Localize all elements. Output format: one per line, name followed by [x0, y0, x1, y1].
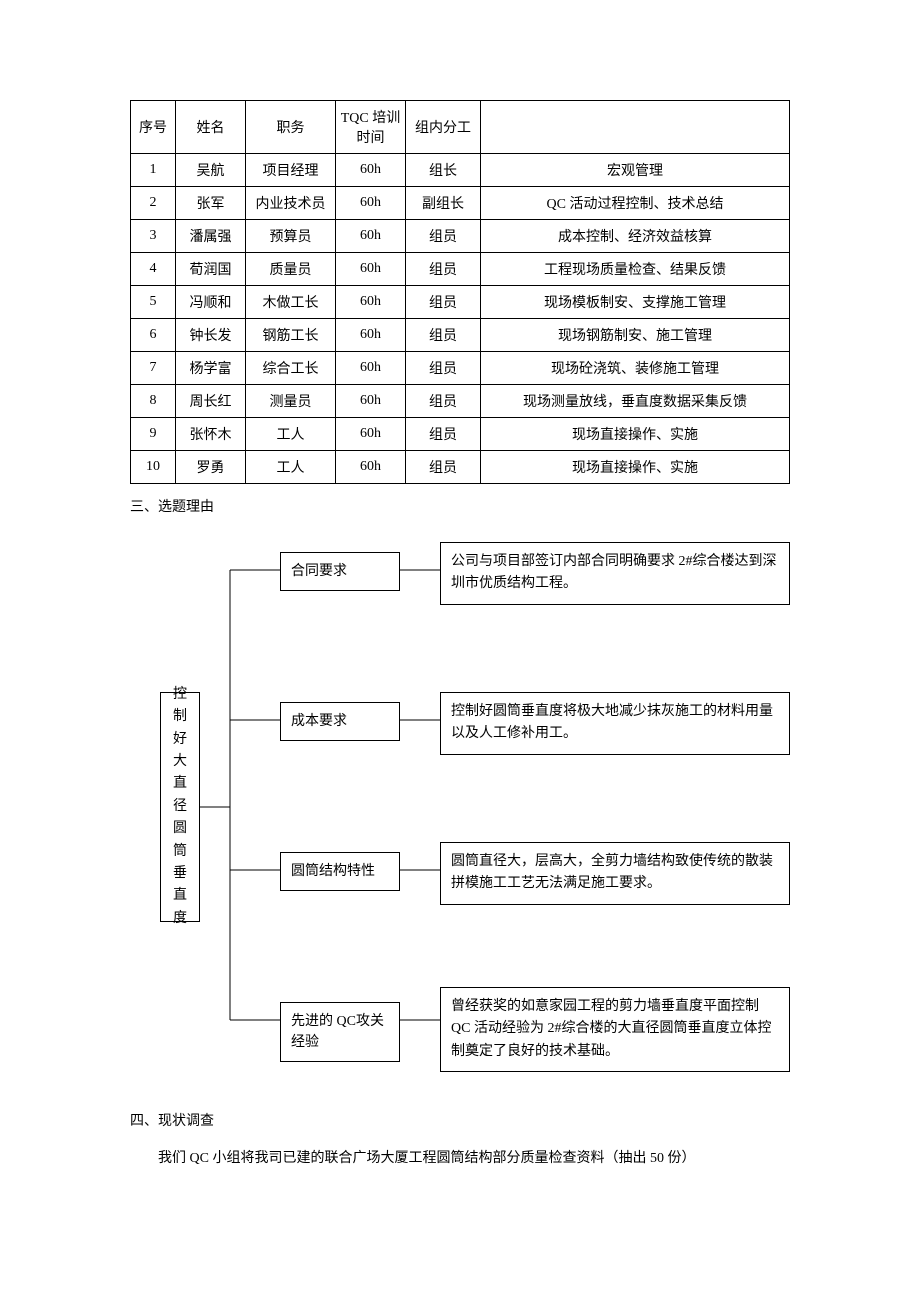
table-cell-desc: 现场模板制安、支撑施工管理 — [481, 286, 790, 319]
table-cell-role: 工人 — [246, 418, 336, 451]
section3-title: 三、选题理由 — [130, 496, 790, 516]
diagram-desc-2: 圆筒直径大，层高大，全剪力墙结构致使传统的散装拼模施工工艺无法满足施工要求。 — [440, 842, 790, 905]
diagram-mid-1: 成本要求 — [280, 702, 400, 741]
table-cell-desc: QC 活动过程控制、技术总结 — [481, 187, 790, 220]
table-cell-div: 组长 — [406, 154, 481, 187]
table-row: 4荀润国质量员60h组员工程现场质量检查、结果反馈 — [131, 253, 790, 286]
table-cell-role: 综合工长 — [246, 352, 336, 385]
table-cell-div: 组员 — [406, 385, 481, 418]
table-row: 6钟长发钢筋工长60h组员现场钢筋制安、施工管理 — [131, 319, 790, 352]
table-cell-no: 7 — [131, 352, 176, 385]
table-cell-tqc: 60h — [336, 187, 406, 220]
reason-diagram: 控制好大直径圆筒垂直度 合同要求 公司与项目部签订内部合同明确要求 2#综合楼达到… — [130, 532, 790, 1092]
table-cell-role: 内业技术员 — [246, 187, 336, 220]
diagram-desc-0: 公司与项目部签订内部合同明确要求 2#综合楼达到深圳市优质结构工程。 — [440, 542, 790, 605]
table-cell-role: 项目经理 — [246, 154, 336, 187]
table-cell-tqc: 60h — [336, 253, 406, 286]
table-row: 1吴航项目经理60h组长宏观管理 — [131, 154, 790, 187]
table-cell-no: 2 — [131, 187, 176, 220]
table-cell-name: 吴航 — [176, 154, 246, 187]
table-cell-no: 9 — [131, 418, 176, 451]
table-cell-desc: 现场砼浇筑、装修施工管理 — [481, 352, 790, 385]
th-role: 职务 — [246, 101, 336, 154]
table-cell-no: 3 — [131, 220, 176, 253]
table-cell-tqc: 60h — [336, 352, 406, 385]
diagram-mid-3: 先进的 QC攻关经验 — [280, 1002, 400, 1062]
table-row: 5冯顺和木做工长60h组员现场模板制安、支撑施工管理 — [131, 286, 790, 319]
table-cell-role: 木做工长 — [246, 286, 336, 319]
section4-text: 我们 QC 小组将我司已建的联合广场大厦工程圆筒结构部分质量检查资料（抽出 50… — [130, 1146, 790, 1171]
table-cell-name: 张怀木 — [176, 418, 246, 451]
table-cell-no: 8 — [131, 385, 176, 418]
table-cell-tqc: 60h — [336, 451, 406, 484]
table-header-row: 序号 姓名 职务 TQC 培训时间 组内分工 — [131, 101, 790, 154]
table-cell-name: 潘属强 — [176, 220, 246, 253]
table-cell-no: 6 — [131, 319, 176, 352]
table-cell-tqc: 60h — [336, 418, 406, 451]
table-cell-no: 4 — [131, 253, 176, 286]
team-table: 序号 姓名 职务 TQC 培训时间 组内分工 1吴航项目经理60h组长宏观管理2… — [130, 100, 790, 484]
table-cell-role: 质量员 — [246, 253, 336, 286]
table-cell-desc: 宏观管理 — [481, 154, 790, 187]
table-row: 3潘属强预算员60h组员成本控制、经济效益核算 — [131, 220, 790, 253]
table-cell-desc: 成本控制、经济效益核算 — [481, 220, 790, 253]
section4-title: 四、现状调查 — [130, 1110, 790, 1130]
th-div: 组内分工 — [406, 101, 481, 154]
table-cell-name: 杨学富 — [176, 352, 246, 385]
diagram-mid-2: 圆筒结构特性 — [280, 852, 400, 891]
table-cell-role: 预算员 — [246, 220, 336, 253]
table-cell-role: 工人 — [246, 451, 336, 484]
table-cell-name: 冯顺和 — [176, 286, 246, 319]
table-cell-name: 周长红 — [176, 385, 246, 418]
table-cell-tqc: 60h — [336, 319, 406, 352]
diagram-desc-1: 控制好圆筒垂直度将极大地减少抹灰施工的材料用量以及人工修补用工。 — [440, 692, 790, 755]
table-row: 10罗勇工人60h组员现场直接操作、实施 — [131, 451, 790, 484]
table-cell-name: 张军 — [176, 187, 246, 220]
table-cell-div: 组员 — [406, 220, 481, 253]
table-cell-div: 组员 — [406, 418, 481, 451]
diagram-mid-0: 合同要求 — [280, 552, 400, 591]
table-cell-tqc: 60h — [336, 286, 406, 319]
table-cell-desc: 现场直接操作、实施 — [481, 451, 790, 484]
table-cell-tqc: 60h — [336, 220, 406, 253]
table-cell-name: 荀润国 — [176, 253, 246, 286]
table-cell-desc: 现场直接操作、实施 — [481, 418, 790, 451]
diagram-root: 控制好大直径圆筒垂直度 — [160, 692, 200, 922]
table-cell-no: 5 — [131, 286, 176, 319]
table-cell-role: 钢筋工长 — [246, 319, 336, 352]
table-row: 2张军内业技术员60h副组长QC 活动过程控制、技术总结 — [131, 187, 790, 220]
table-cell-div: 组员 — [406, 352, 481, 385]
table-cell-tqc: 60h — [336, 385, 406, 418]
th-tqc: TQC 培训时间 — [336, 101, 406, 154]
table-row: 7杨学富综合工长60h组员现场砼浇筑、装修施工管理 — [131, 352, 790, 385]
table-cell-desc: 工程现场质量检查、结果反馈 — [481, 253, 790, 286]
table-row: 9张怀木工人60h组员现场直接操作、实施 — [131, 418, 790, 451]
table-cell-div: 组员 — [406, 286, 481, 319]
table-cell-name: 罗勇 — [176, 451, 246, 484]
table-cell-div: 组员 — [406, 319, 481, 352]
table-cell-div: 副组长 — [406, 187, 481, 220]
table-cell-div: 组员 — [406, 451, 481, 484]
table-cell-tqc: 60h — [336, 154, 406, 187]
diagram-desc-3: 曾经获奖的如意家园工程的剪力墙垂直度平面控制 QC 活动经验为 2#综合楼的大直… — [440, 987, 790, 1072]
table-cell-desc: 现场测量放线，垂直度数据采集反馈 — [481, 385, 790, 418]
table-row: 8周长红测量员60h组员现场测量放线，垂直度数据采集反馈 — [131, 385, 790, 418]
table-cell-no: 10 — [131, 451, 176, 484]
th-no: 序号 — [131, 101, 176, 154]
th-name: 姓名 — [176, 101, 246, 154]
table-cell-role: 测量员 — [246, 385, 336, 418]
th-desc — [481, 101, 790, 154]
table-cell-no: 1 — [131, 154, 176, 187]
table-cell-name: 钟长发 — [176, 319, 246, 352]
table-cell-div: 组员 — [406, 253, 481, 286]
table-cell-desc: 现场钢筋制安、施工管理 — [481, 319, 790, 352]
